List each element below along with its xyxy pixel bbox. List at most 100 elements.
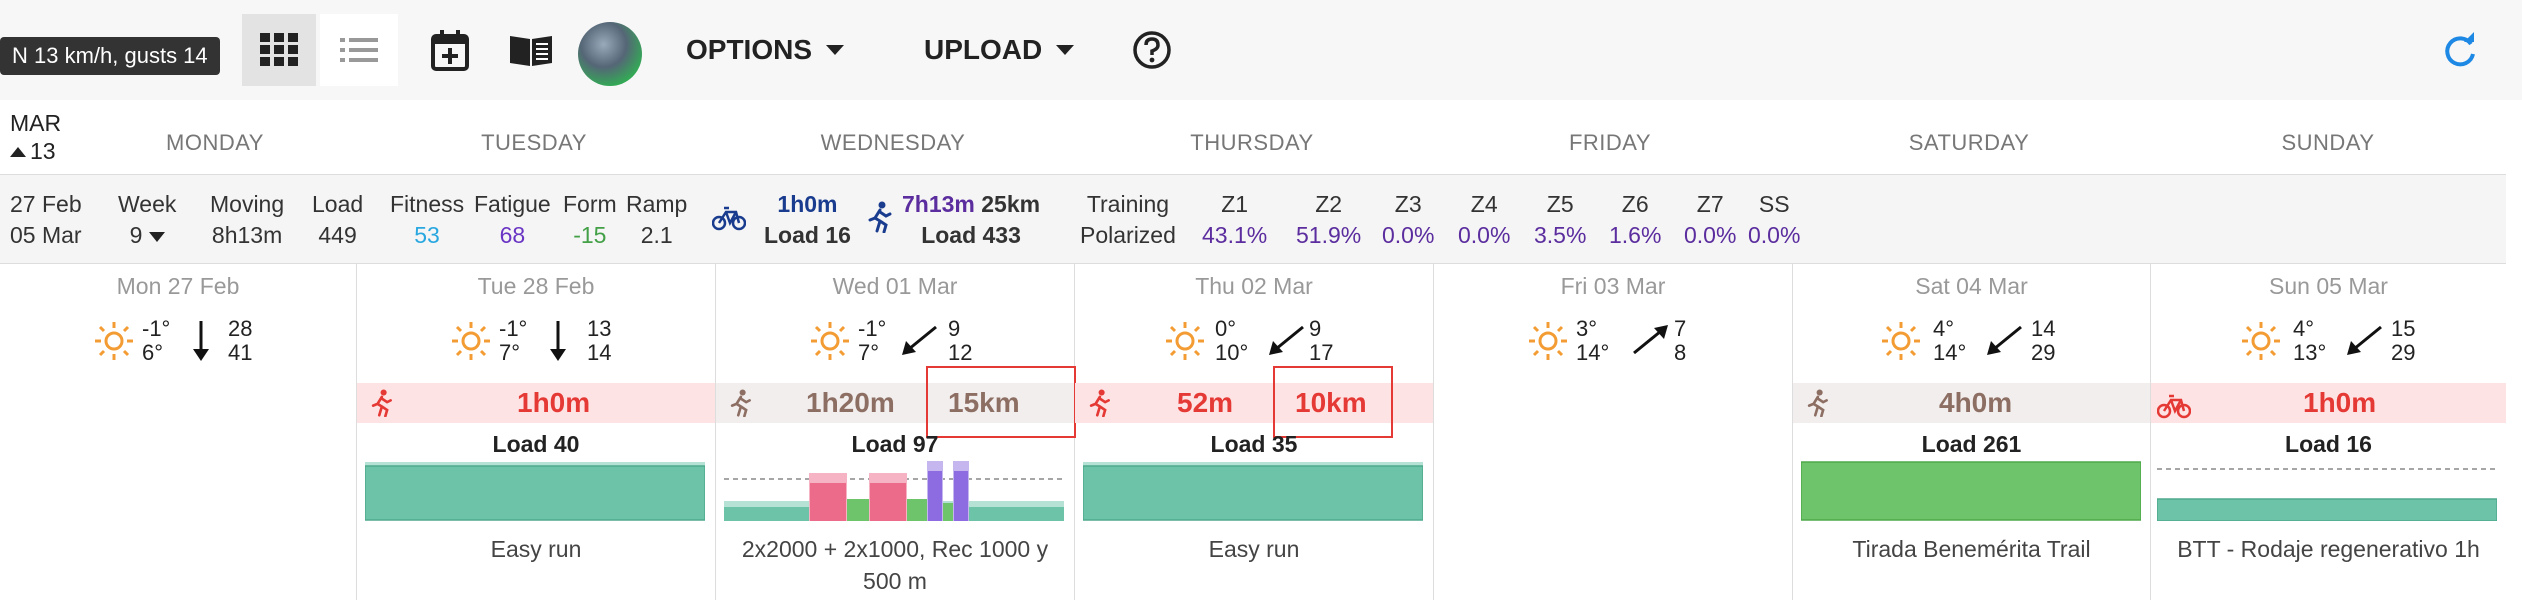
training-label: Training	[1086, 191, 1170, 217]
zone-z6: Z6 1.6%	[1609, 191, 1662, 248]
activity-row[interactable]: 1h0m	[357, 383, 715, 423]
week-number[interactable]: 13	[10, 138, 56, 165]
activity-row[interactable]: 4h0m	[1793, 383, 2150, 423]
sun-icon	[2242, 322, 2280, 360]
ride-load: Load 16	[764, 222, 851, 248]
run-icon	[730, 389, 751, 417]
day-name-friday: FRIDAY	[1568, 130, 1652, 155]
day-date: Wed 01 Mar	[832, 273, 958, 299]
wind-arrow-south-icon	[193, 321, 209, 361]
zone-z2: Z2 51.9%	[1296, 191, 1362, 248]
run-icon	[371, 389, 392, 417]
sun-icon	[1529, 322, 1567, 360]
wind-arrow-southwest-icon	[2347, 325, 2382, 355]
wind-speed: 9 17	[1309, 316, 1334, 365]
temperatures: 4° 13°	[2293, 316, 2327, 365]
temperatures: -1° 6°	[142, 316, 171, 365]
wind-speed: 13 14	[587, 316, 612, 365]
calendar-week-row: Mon 27 Feb -1° 6° 28 41 Tue 28 Feb -1° 7° 1…	[0, 263, 2506, 600]
day-cell-thu[interactable]: Thu 02 Mar 0° 10° 9 17 52m 10km Load 35 Ea…	[1075, 263, 1434, 600]
activity-description: Easy run	[490, 536, 582, 562]
ramp-label: Ramp	[626, 191, 688, 217]
chevron-down-icon	[1056, 45, 1075, 55]
sun-icon	[95, 322, 133, 360]
chevron-down-icon	[148, 231, 165, 242]
activity-load: Load 97	[851, 431, 939, 457]
activity-duration: 1h0m	[517, 387, 591, 418]
run-icon	[868, 201, 892, 233]
bike-icon	[712, 206, 746, 231]
day-cell-tue[interactable]: Tue 28 Feb -1° 7° 13 14 1h0m Load 40 Easy …	[357, 263, 716, 600]
activity-row[interactable]: 52m 10km	[1075, 366, 1433, 438]
calendar-add-icon	[431, 30, 469, 71]
chevron-down-icon	[826, 45, 845, 55]
load-label: Load	[312, 191, 364, 217]
upload-label: UPLOAD	[924, 34, 1043, 65]
form-stat: Form -15	[563, 189, 617, 251]
activity-chart	[1083, 462, 1423, 521]
day-name-monday: MONDAY	[166, 130, 264, 155]
activity-description: BTT - Rodaje regenerativo 1h	[2177, 536, 2480, 562]
grid-view-button[interactable]	[242, 14, 316, 86]
day-header: MAR 13 MONDAY TUESDAY WEDNESDAY THURSDAY…	[0, 100, 2506, 174]
toolbar: N 13 km/h, gusts 14 OPTIONS UPLOAD	[0, 0, 2522, 100]
week-number-value: 13	[30, 138, 56, 164]
zone-z3: Z3 0.0%	[1382, 191, 1435, 248]
refresh-icon[interactable]	[2440, 32, 2480, 72]
moving-stat: Moving 8h13m	[210, 189, 284, 251]
sun-icon	[811, 322, 849, 360]
zone-z1: Z1 43.1%	[1202, 191, 1268, 248]
run-icon	[1089, 389, 1110, 417]
help-icon[interactable]	[1132, 30, 1172, 70]
day-cell-sat[interactable]: Sat 04 Mar 4° 14° 14 29 4h0m Load 261 Tira…	[1793, 263, 2151, 600]
temperatures: 0° 10°	[1215, 316, 1249, 365]
list-view-button[interactable]	[320, 14, 398, 86]
day-name-saturday: SATURDAY	[1908, 130, 2030, 155]
form-label: Form	[563, 191, 617, 217]
form-value: -15	[573, 222, 607, 248]
fitness-value: 53	[414, 222, 440, 248]
training-value: Polarized	[1080, 222, 1176, 248]
options-menu[interactable]: OPTIONS	[686, 30, 845, 70]
activity-row[interactable]: 1h0m	[2151, 383, 2506, 423]
day-cell-sun[interactable]: Sun 05 Mar 4° 13° 15 29 1h0m Load 16 BTT -…	[2151, 263, 2506, 600]
wind-speed: 15 29	[2391, 316, 2416, 365]
day-date: Tue 28 Feb	[477, 273, 595, 299]
library-button[interactable]	[500, 14, 562, 86]
training-stat: Training Polarized	[1080, 189, 1176, 251]
activity-row[interactable]: 1h20m 15km	[716, 366, 1076, 438]
upload-menu[interactable]: UPLOAD	[924, 30, 1075, 70]
sun-icon	[1166, 322, 1204, 360]
sun-icon	[1882, 322, 1920, 360]
day-date: Fri 03 Mar	[1560, 273, 1666, 299]
add-calendar-button[interactable]	[420, 14, 480, 86]
grid-icon	[260, 33, 298, 66]
day-cell-mon[interactable]: Mon 27 Feb -1° 6° 28 41	[0, 263, 357, 600]
fatigue-stat: Fatigue 68	[474, 189, 551, 251]
ramp-stat: Ramp 2.1	[626, 189, 687, 251]
load-stat: Load 449	[312, 189, 363, 251]
weather: 4° 13° 15 29	[2151, 315, 2506, 371]
bike-icon	[2157, 394, 2191, 419]
activity-chart	[2157, 468, 2497, 521]
activity-duration: 1h20m	[806, 387, 895, 418]
weather: -1° 7° 9 12	[716, 315, 1074, 371]
ride-summary: 1h0m Load 16	[764, 189, 851, 251]
month-label: MAR	[10, 110, 62, 136]
avatar[interactable]	[578, 22, 642, 86]
temperatures: 4° 14°	[1933, 316, 1967, 365]
activity-load: Load 16	[2285, 431, 2372, 457]
wind-speed: 14 29	[2031, 316, 2056, 365]
day-cell-wed[interactable]: Wed 01 Mar -1° 7° 9 12 1h20m 15km Load 97	[716, 263, 1076, 600]
date-range: 27 Feb 05 Mar	[10, 189, 82, 251]
activity-chart	[1801, 461, 2141, 521]
week-stat[interactable]: Week 9	[118, 189, 176, 251]
zone-z7: Z7 0.0%	[1684, 191, 1737, 248]
activity-description: Tirada Benemérita Trail	[1852, 536, 2091, 562]
options-label: OPTIONS	[686, 34, 813, 65]
activity-load: Load 35	[1210, 431, 1298, 457]
temperatures: -1° 7°	[499, 316, 528, 365]
run-load: Load 433	[921, 222, 1021, 248]
